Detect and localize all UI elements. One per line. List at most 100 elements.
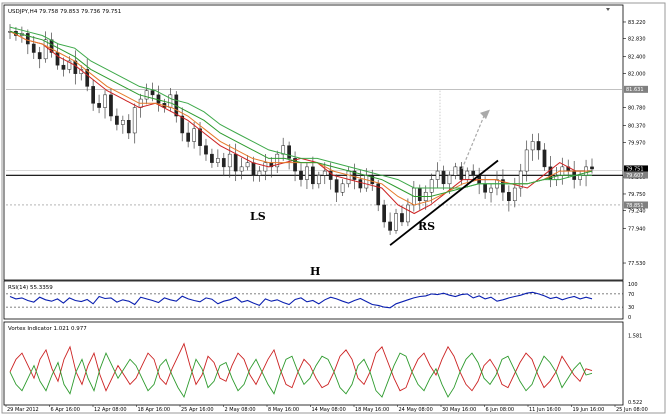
candle-body [388,221,392,231]
vortex-tick-label: 1.581 [628,333,642,339]
rsi-pane-title: RSI(14) 55.3359 [8,285,53,291]
price-label-box [624,201,648,209]
rsi-tick-label: 30 [628,305,634,311]
candle-body [85,69,90,87]
price-pane[interactable] [3,4,624,281]
candle-body [91,86,95,104]
x-tick-label: 6 Apr 16:00 [51,407,80,413]
candle-body [239,166,244,172]
y-tick-label: 80.370 [628,123,646,129]
candle-body [299,170,303,180]
candle-body [328,170,333,180]
candle-body [251,162,256,176]
candle-body [370,175,375,185]
candle-body [275,153,280,168]
y-tick-label: 77.940 [628,226,646,232]
candle-body [97,103,101,108]
rsi-tick-label: 0 [628,315,631,321]
candle-body [322,170,327,176]
y-tick-label: 82.830 [628,37,646,43]
candle-body [590,166,594,170]
x-tick-label: 24 May 08:00 [399,407,433,413]
candle-body [382,204,386,223]
price-pane-title: USDJPY,H4 79.758 79.853 79.736 79.751 [8,9,121,15]
candle-body [530,141,535,151]
x-tick-label: 18 Apr 16:00 [138,407,171,413]
candle-body [103,94,107,108]
price-label: 78.851 [626,203,644,209]
candle-body [542,149,547,168]
vortex-pane-title: Vortex Indicator 1.021 0.977 [8,326,87,332]
candle-body [43,39,48,60]
candle-body [346,170,351,185]
y-tick-label: 79.750 [628,192,646,198]
candle-body [376,183,381,206]
x-tick-label: 2 May 08:00 [225,407,256,413]
candle-body [311,166,315,185]
time-axis: 29 Mar 2012 6 Apr 16:00 12 Apr 08:00 18 Apr… [5,405,648,413]
moving-average-line [9,26,592,189]
x-tick-label: 12 Apr 08:00 [94,407,127,413]
candle-body [536,141,541,151]
candle-body [293,158,297,172]
price-label-box [624,171,648,179]
candle-body [168,94,173,108]
candle-body [120,120,125,125]
candle-body [49,39,54,53]
candle-body [210,153,214,163]
candle-body [198,128,202,146]
vortex-plot: 1.581 0.522 [9,333,642,406]
candle-body [227,153,232,168]
candle-body [489,187,493,193]
x-tick-label: 25 Jun 08:00 [616,407,648,413]
y-tick-label: 83.220 [628,20,646,26]
candle-body [31,43,36,53]
candle-body [221,158,226,168]
candle-body [364,175,369,189]
candle-body [394,213,398,231]
price-label: 79.607 [626,173,644,179]
x-tick-label: 30 May 16:00 [442,407,476,413]
candle-body [441,170,446,185]
candle-body [180,115,185,134]
head-label: H [310,265,320,278]
candle-body [406,204,410,223]
candle-body [257,170,262,176]
y-tick-label: 77.530 [628,261,646,267]
candle-body [465,170,470,180]
vortex-line [9,342,593,392]
x-tick-label: 14 May 08:00 [312,407,346,413]
x-tick-label: 11 Jun 16:00 [529,407,561,413]
candle-body [204,145,208,155]
y-tick-label: 79.970 [628,141,646,147]
candle-body [216,158,220,163]
x-tick-label: 6 Jun 08:00 [486,407,515,413]
candle-body [316,175,321,185]
candle-body [447,175,452,185]
candle-body [429,179,434,193]
y-tick-label: 80.780 [628,106,646,112]
rsi-tick-label: 100 [628,282,638,288]
rsi-pane[interactable] [3,280,624,320]
candle-body [132,107,137,134]
price-label: 81.631 [626,87,644,93]
candle-body [287,145,291,159]
candle-body [109,94,113,117]
projection-arrow [461,115,485,170]
y-tick-label: 82.400 [628,55,646,61]
x-tick-label: 25 Apr 16:00 [181,407,214,413]
price-label-box [624,85,648,93]
candle-body [233,153,238,172]
chart-shift-marker[interactable] [606,8,610,11]
rsi-line [9,291,593,309]
y-tick-label: 82.000 [628,72,646,78]
price-plot: 83.220 82.830 82.400 82.000 80.780 80.370 79.9… [6,20,648,267]
projection-arrowhead [480,109,490,120]
candle-body [144,90,149,100]
x-tick-label: 29 Mar 2012 [7,407,39,413]
price-label: 79.751 [626,167,644,173]
candle-body [340,183,345,193]
candle-body [67,60,72,70]
